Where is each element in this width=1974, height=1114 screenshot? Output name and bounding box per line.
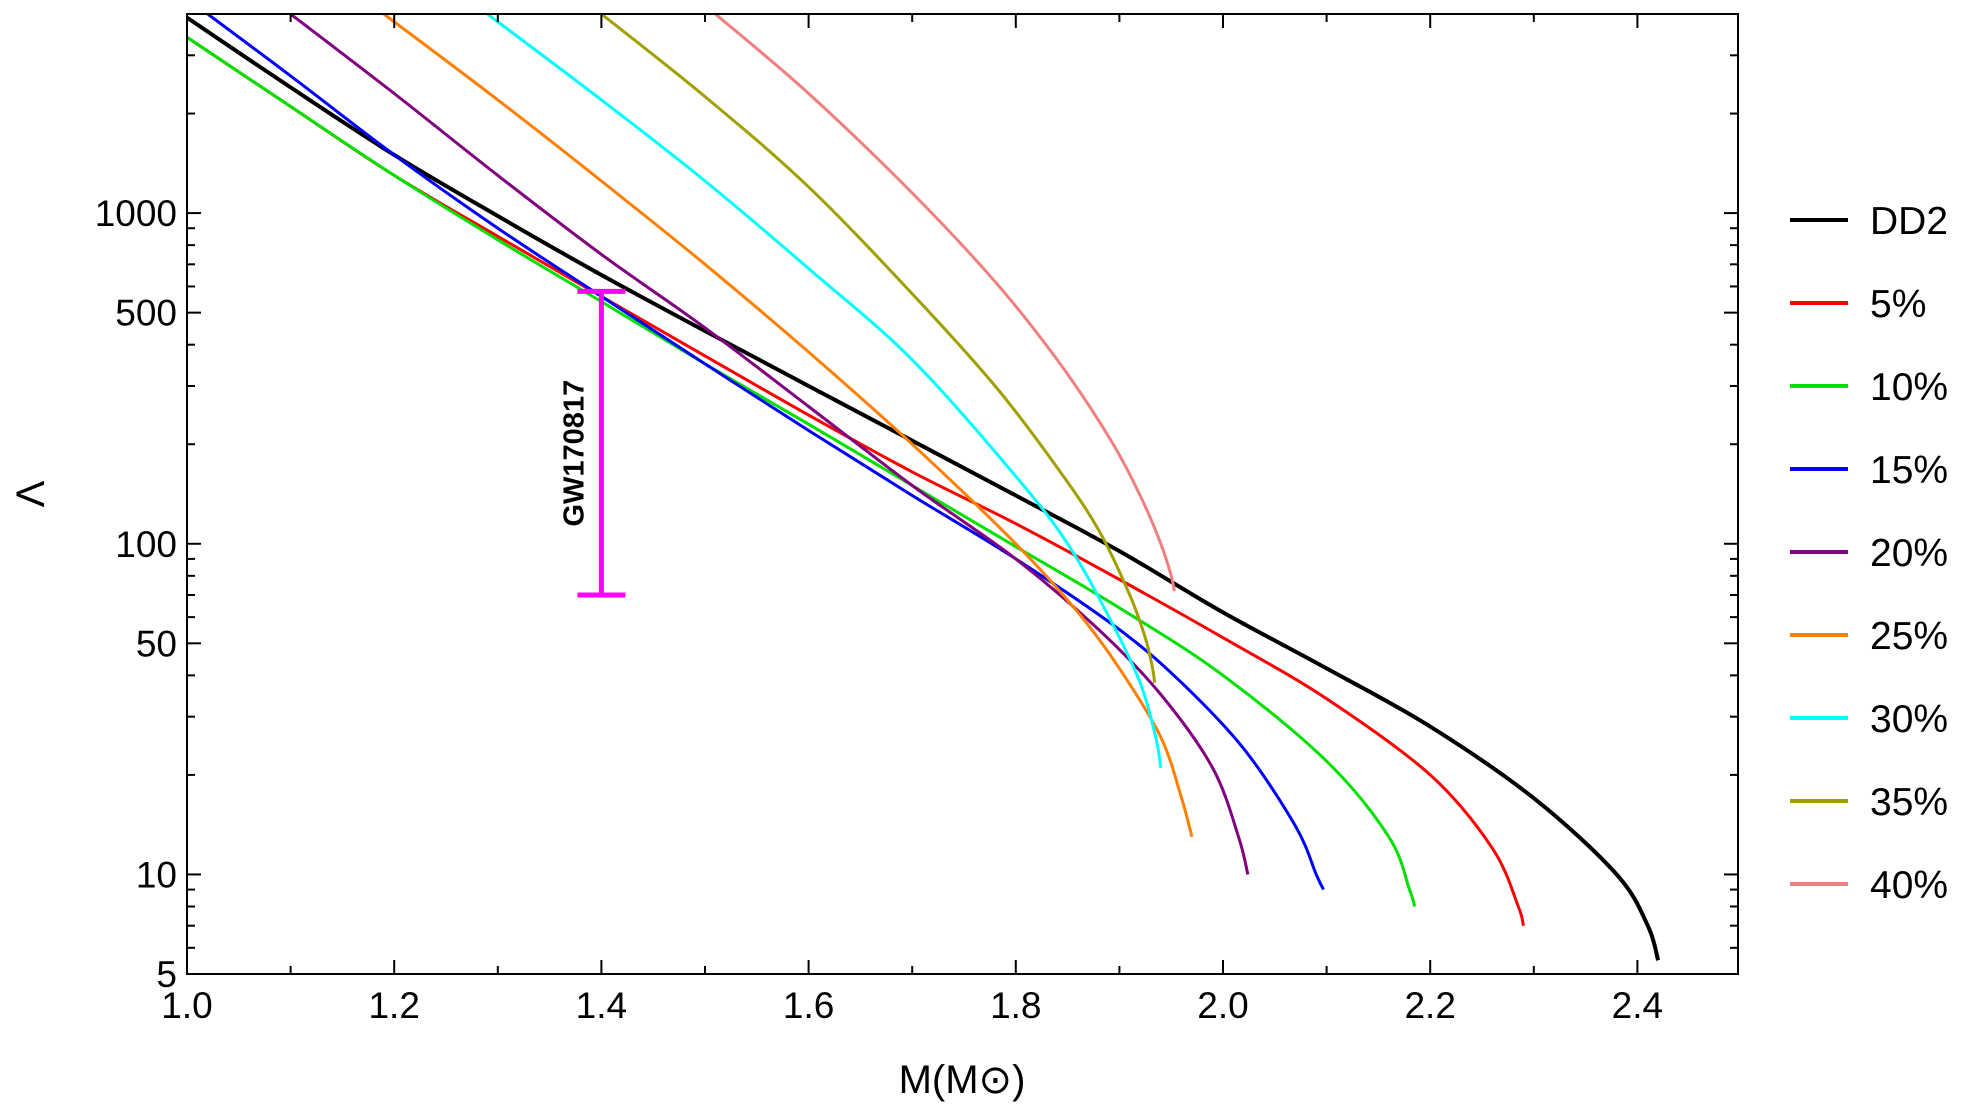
series-line-20pct xyxy=(289,14,1250,875)
annotation-layer: GW170817 xyxy=(558,288,626,598)
legend-label-40pct: 40% xyxy=(1870,864,1948,907)
plot-frame xyxy=(186,13,1739,975)
series-line-25pct xyxy=(382,14,1194,838)
x-tick-label: 2.4 xyxy=(1612,985,1663,1026)
y-tick-label: 100 xyxy=(115,524,177,565)
y-tick-label: 5 xyxy=(156,954,177,995)
tick-layer: 1.0 1.2 1.4 1.6 1.8 2.0 2.2 2.4 5 10 50 100 500 1000 xyxy=(95,14,1738,1026)
legend-label-10pct: 10% xyxy=(1870,366,1948,409)
x-tick-label: 1.6 xyxy=(783,985,834,1026)
x-axis-title: M(M⊙) xyxy=(899,1058,1026,1102)
legend: DD2 5% 10% 15% 20% 25% 30% 35% 40% xyxy=(1790,200,1948,907)
x-tick-label: 1.4 xyxy=(576,985,627,1026)
gw170817-label: GW170817 xyxy=(558,380,590,527)
x-tick-label: 2.0 xyxy=(1197,985,1248,1026)
y-tick-label: 50 xyxy=(136,623,177,664)
legend-label-30pct: 30% xyxy=(1870,698,1948,741)
legend-label-15pct: 15% xyxy=(1870,449,1948,492)
legend-label-20pct: 20% xyxy=(1870,532,1948,575)
series-layer xyxy=(187,14,1661,961)
y-tick-label: 500 xyxy=(115,293,177,334)
series-line-15pct xyxy=(206,14,1325,891)
series-line-dd2 xyxy=(187,15,1661,961)
y-tick-label: 1000 xyxy=(95,193,177,234)
y-axis-title: Λ xyxy=(9,480,53,507)
x-tick-label: 1.2 xyxy=(368,985,419,1026)
legend-label-25pct: 25% xyxy=(1870,615,1948,658)
legend-label-dd2: DD2 xyxy=(1870,200,1948,243)
x-tick-label: 1.0 xyxy=(161,985,212,1026)
series-line-30pct xyxy=(486,14,1163,769)
x-tick-label: 2.2 xyxy=(1404,985,1455,1026)
series-line-10pct xyxy=(187,36,1417,907)
legend-label-5pct: 5% xyxy=(1870,283,1926,326)
x-tick-label: 1.8 xyxy=(990,985,1041,1026)
legend-label-35pct: 35% xyxy=(1870,781,1948,824)
series-line-35pct xyxy=(600,14,1157,683)
series-line-40pct xyxy=(714,14,1176,592)
y-tick-label: 10 xyxy=(136,854,177,895)
